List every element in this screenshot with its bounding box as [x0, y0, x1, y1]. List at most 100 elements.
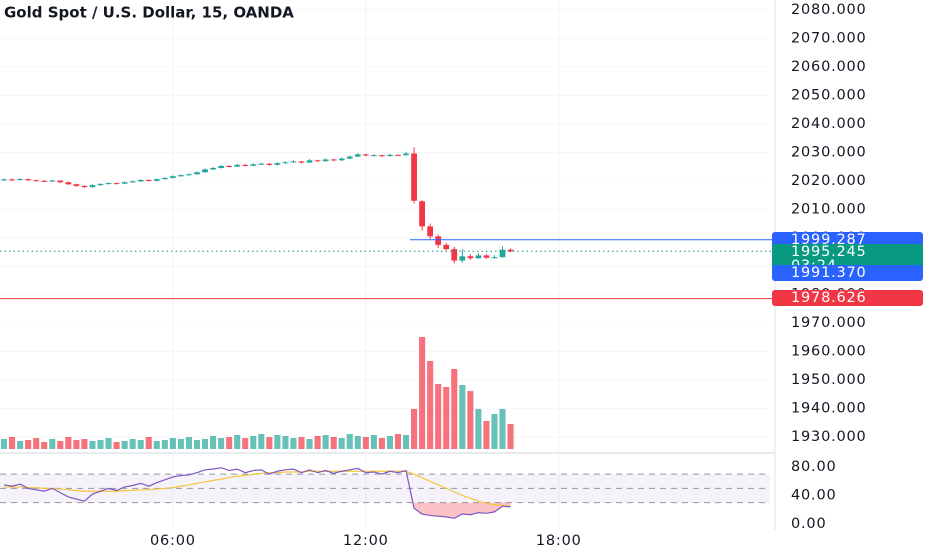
volume-bar: [89, 441, 96, 449]
y-tick-label: 2010.000: [791, 201, 867, 217]
rsi-tick-label: 0.00: [791, 516, 827, 532]
candle-body: [202, 169, 208, 173]
volume-bar: [402, 435, 410, 449]
y-tick-label: 2080.000: [791, 2, 867, 18]
candle-body: [403, 153, 409, 156]
candle-body: [218, 166, 224, 169]
volume-bar: [459, 385, 466, 449]
candle-body: [387, 154, 393, 157]
candle-body: [226, 166, 233, 168]
volume-bar: [386, 436, 393, 449]
candle-body: [169, 176, 176, 178]
y-tick-label: 1940.000: [791, 401, 867, 417]
candle-body: [81, 185, 88, 188]
volume-bar: [499, 409, 506, 449]
volume-bar: [49, 439, 56, 449]
volume-bar: [394, 434, 402, 449]
candle-body: [499, 249, 506, 258]
candle-body: [370, 155, 377, 157]
candle-body: [379, 155, 385, 157]
candle-body: [322, 159, 329, 162]
volume-bar: [105, 438, 112, 449]
volume-bar: [483, 421, 490, 449]
y-tick-label: 2040.000: [791, 116, 867, 132]
candle-body: [298, 161, 305, 163]
volume-bar: [65, 437, 72, 449]
rsi-ma-line: [4, 470, 511, 507]
volume-bar: [41, 442, 48, 449]
candle-body: [242, 164, 249, 166]
volume-bar: [9, 437, 16, 449]
candle-body: [435, 236, 442, 245]
volume-bar: [378, 438, 385, 449]
rsi-tick-label: 40.00: [791, 487, 837, 503]
y-tick-label: 2020.000: [791, 173, 867, 189]
candle-body: [459, 256, 466, 261]
volume-bar: [137, 440, 144, 449]
candle-body: [33, 180, 40, 182]
volume-bar: [193, 440, 201, 449]
volume-bar: [507, 424, 514, 449]
volume-bar: [258, 434, 265, 449]
candle-body: [129, 181, 136, 183]
candle-body: [475, 255, 482, 259]
volume-bar: [242, 438, 249, 449]
x-tick-label: 18:00: [536, 533, 582, 549]
candle-body: [234, 164, 241, 167]
candle-body: [507, 249, 514, 252]
volume-bar: [25, 440, 32, 449]
volume-bar: [57, 441, 64, 449]
y-tick-label: 1970.000: [791, 315, 867, 331]
candle-body: [186, 174, 192, 176]
rsi-line: [3, 467, 511, 519]
y-tick-label: 1930.000: [791, 429, 867, 445]
candle-body: [451, 249, 458, 261]
volume-bar: [97, 440, 104, 449]
x-tick-label: 12:00: [343, 533, 389, 549]
volume-bar: [330, 437, 337, 449]
volume-bar: [0, 439, 8, 449]
candle-body: [113, 183, 120, 185]
candle-body: [145, 179, 152, 181]
candle-body: [290, 161, 297, 163]
volume-bar: [451, 369, 458, 449]
volume-bar: [210, 436, 217, 449]
price-label-box: [772, 265, 923, 281]
volume-bar: [218, 438, 225, 449]
y-tick-label: 2060.000: [791, 59, 867, 75]
candle-body: [161, 177, 168, 180]
volume-bar: [491, 414, 498, 449]
candle-body: [330, 159, 337, 161]
candle-body: [65, 182, 72, 185]
candle-body: [97, 183, 104, 186]
volume-bar: [177, 439, 184, 449]
price-label: 1991.370: [791, 265, 867, 281]
volume-bar: [73, 440, 80, 449]
candle-body: [1, 179, 7, 181]
volume-bar: [419, 337, 426, 449]
volume-bar: [346, 434, 353, 449]
candle-body: [153, 179, 160, 181]
volume-bar: [113, 442, 120, 449]
x-tick-label: 06:00: [150, 533, 196, 549]
candle-body: [411, 153, 417, 201]
volume-bar: [427, 361, 434, 449]
volume-bar: [17, 441, 24, 449]
candle-body: [250, 164, 257, 166]
candle-body: [41, 180, 48, 182]
volume-bar: [169, 438, 176, 449]
volume-bar: [266, 437, 273, 449]
volume-bar: [354, 436, 361, 449]
candle-body: [419, 201, 425, 227]
volume-bar: [435, 384, 442, 449]
candle-body: [121, 182, 128, 184]
rsi-oversold-fill: [4, 502, 511, 519]
candle-body: [314, 160, 321, 162]
candle-body: [443, 244, 450, 250]
chart-title: Gold Spot / U.S. Dollar, 15, OANDA: [4, 4, 294, 22]
rsi-tick-label: 80.00: [791, 459, 837, 475]
volume-bar: [314, 436, 321, 449]
volume-bar: [370, 435, 377, 449]
volume-bar: [121, 441, 128, 449]
